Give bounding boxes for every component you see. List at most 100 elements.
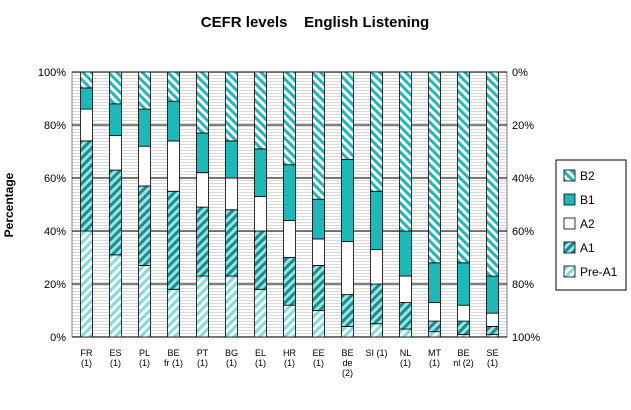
bars	[80, 71, 499, 338]
legend-swatch	[563, 169, 576, 182]
bar-segment	[109, 169, 122, 256]
bar-segment	[196, 172, 209, 208]
legend-label: B1	[580, 193, 595, 207]
bar-segment	[283, 71, 296, 166]
y-tick-label-left: 20%	[44, 279, 66, 291]
x-axis: FR (1) ES (1) PL (1) BE fr (1) PT (1) BG (1) EL (1) HR…	[81, 348, 499, 378]
bar-segment	[428, 71, 441, 264]
bar-segment	[457, 71, 470, 264]
bar-segment	[80, 71, 93, 89]
bar-segment	[254, 71, 267, 150]
bar-segment	[80, 140, 93, 232]
x-tick-label: BE de (2)	[341, 348, 353, 378]
x-tick-label: EE (1)	[312, 348, 324, 368]
legend-swatch	[563, 241, 576, 254]
bar-segment	[399, 328, 412, 338]
bar-segment	[109, 71, 122, 105]
bar-segment	[109, 254, 122, 338]
bar-segment	[370, 323, 383, 338]
bar-segment	[312, 198, 325, 240]
legend-swatch	[563, 265, 576, 278]
bar-segment	[225, 177, 238, 211]
bar-segment	[341, 241, 354, 296]
x-tick-label: NL (1)	[400, 348, 412, 368]
bar-segment	[167, 100, 180, 142]
bar-segment	[254, 196, 267, 232]
bar-segment	[341, 294, 354, 327]
bar-segment	[486, 325, 499, 335]
bar-segment	[138, 185, 151, 266]
x-tick-label: MT (1)	[428, 348, 441, 368]
bar-segment	[399, 230, 412, 277]
bar-segment	[80, 87, 93, 110]
y-tick-label-left: 60%	[44, 173, 66, 185]
bar-segment	[457, 304, 470, 322]
bar-segment	[80, 230, 93, 338]
bar-segment	[399, 71, 412, 232]
bar-segment	[283, 257, 296, 306]
bar-segment	[312, 310, 325, 338]
legend-label: A2	[580, 217, 595, 231]
bar-segment	[312, 71, 325, 200]
bar-segment	[283, 164, 296, 221]
x-tick-label: FR (1)	[81, 348, 93, 368]
bar-segment	[167, 71, 180, 102]
x-tick-label: PT (1)	[197, 348, 209, 368]
bar-segment	[254, 288, 267, 338]
bar-segment	[312, 265, 325, 311]
x-tick-label: HR (1)	[283, 348, 296, 368]
bar-segment	[196, 71, 209, 134]
bar-segment	[341, 159, 354, 242]
bar-segment	[370, 71, 383, 192]
y-axis-label: Percentage	[2, 172, 16, 237]
bar-segment	[283, 304, 296, 338]
bar-segment	[370, 190, 383, 250]
bar-segment	[370, 283, 383, 325]
legend-label: A1	[580, 241, 595, 255]
x-tick-label: BE fr (1)	[164, 348, 183, 368]
y-tick-label-left: 0%	[50, 332, 66, 344]
bar-segment	[109, 103, 122, 137]
y-axis-right: 100% 80% 60% 40% 20% 0%	[512, 67, 540, 344]
bar-segment	[428, 302, 441, 322]
legend-label: B2	[580, 169, 595, 183]
bar-segment	[225, 140, 238, 179]
y-tick-label-right: 80%	[512, 279, 534, 291]
chart-title: CEFR levels English Listening	[201, 14, 429, 31]
bar-segment	[80, 108, 93, 142]
x-tick-label: EL (1)	[255, 348, 266, 368]
y-axis-left: 0% 20% 40% 60% 80% 100%	[38, 67, 66, 344]
bar-segment	[196, 275, 209, 338]
bar-segment	[225, 209, 238, 277]
bar-segment	[254, 230, 267, 290]
legend-label: Pre-A1	[580, 265, 618, 279]
bar-segment	[486, 71, 499, 277]
bar-segment	[341, 71, 354, 160]
bar-segment	[428, 262, 441, 303]
bar-segment	[486, 312, 499, 327]
y-tick-label-left: 40%	[44, 226, 66, 238]
y-tick-label-right: 100%	[512, 332, 540, 344]
x-tick-label: BE nl (2)	[453, 348, 474, 368]
y-tick-label-right: 0%	[512, 67, 528, 79]
y-tick-label-right: 40%	[512, 173, 534, 185]
y-tick-label-right: 20%	[512, 120, 534, 132]
x-tick-label: ES (1)	[109, 348, 121, 368]
bar-segment	[254, 148, 267, 197]
bar-segment	[138, 71, 151, 110]
y-tick-label-left: 100%	[38, 67, 66, 79]
bar-segment	[225, 71, 238, 142]
bar-segment	[457, 320, 470, 335]
bar-segment	[167, 288, 180, 338]
bar-segment	[109, 135, 122, 171]
bar-segment	[428, 320, 441, 333]
bar-segment	[370, 249, 383, 285]
bar-segment	[225, 275, 238, 338]
legend-swatch	[563, 193, 576, 206]
bar-segment	[341, 325, 354, 338]
bar-segment	[167, 140, 180, 192]
x-tick-label: SI (1)	[365, 348, 387, 358]
bar-segment	[283, 219, 296, 258]
y-tick-label-left: 80%	[44, 120, 66, 132]
